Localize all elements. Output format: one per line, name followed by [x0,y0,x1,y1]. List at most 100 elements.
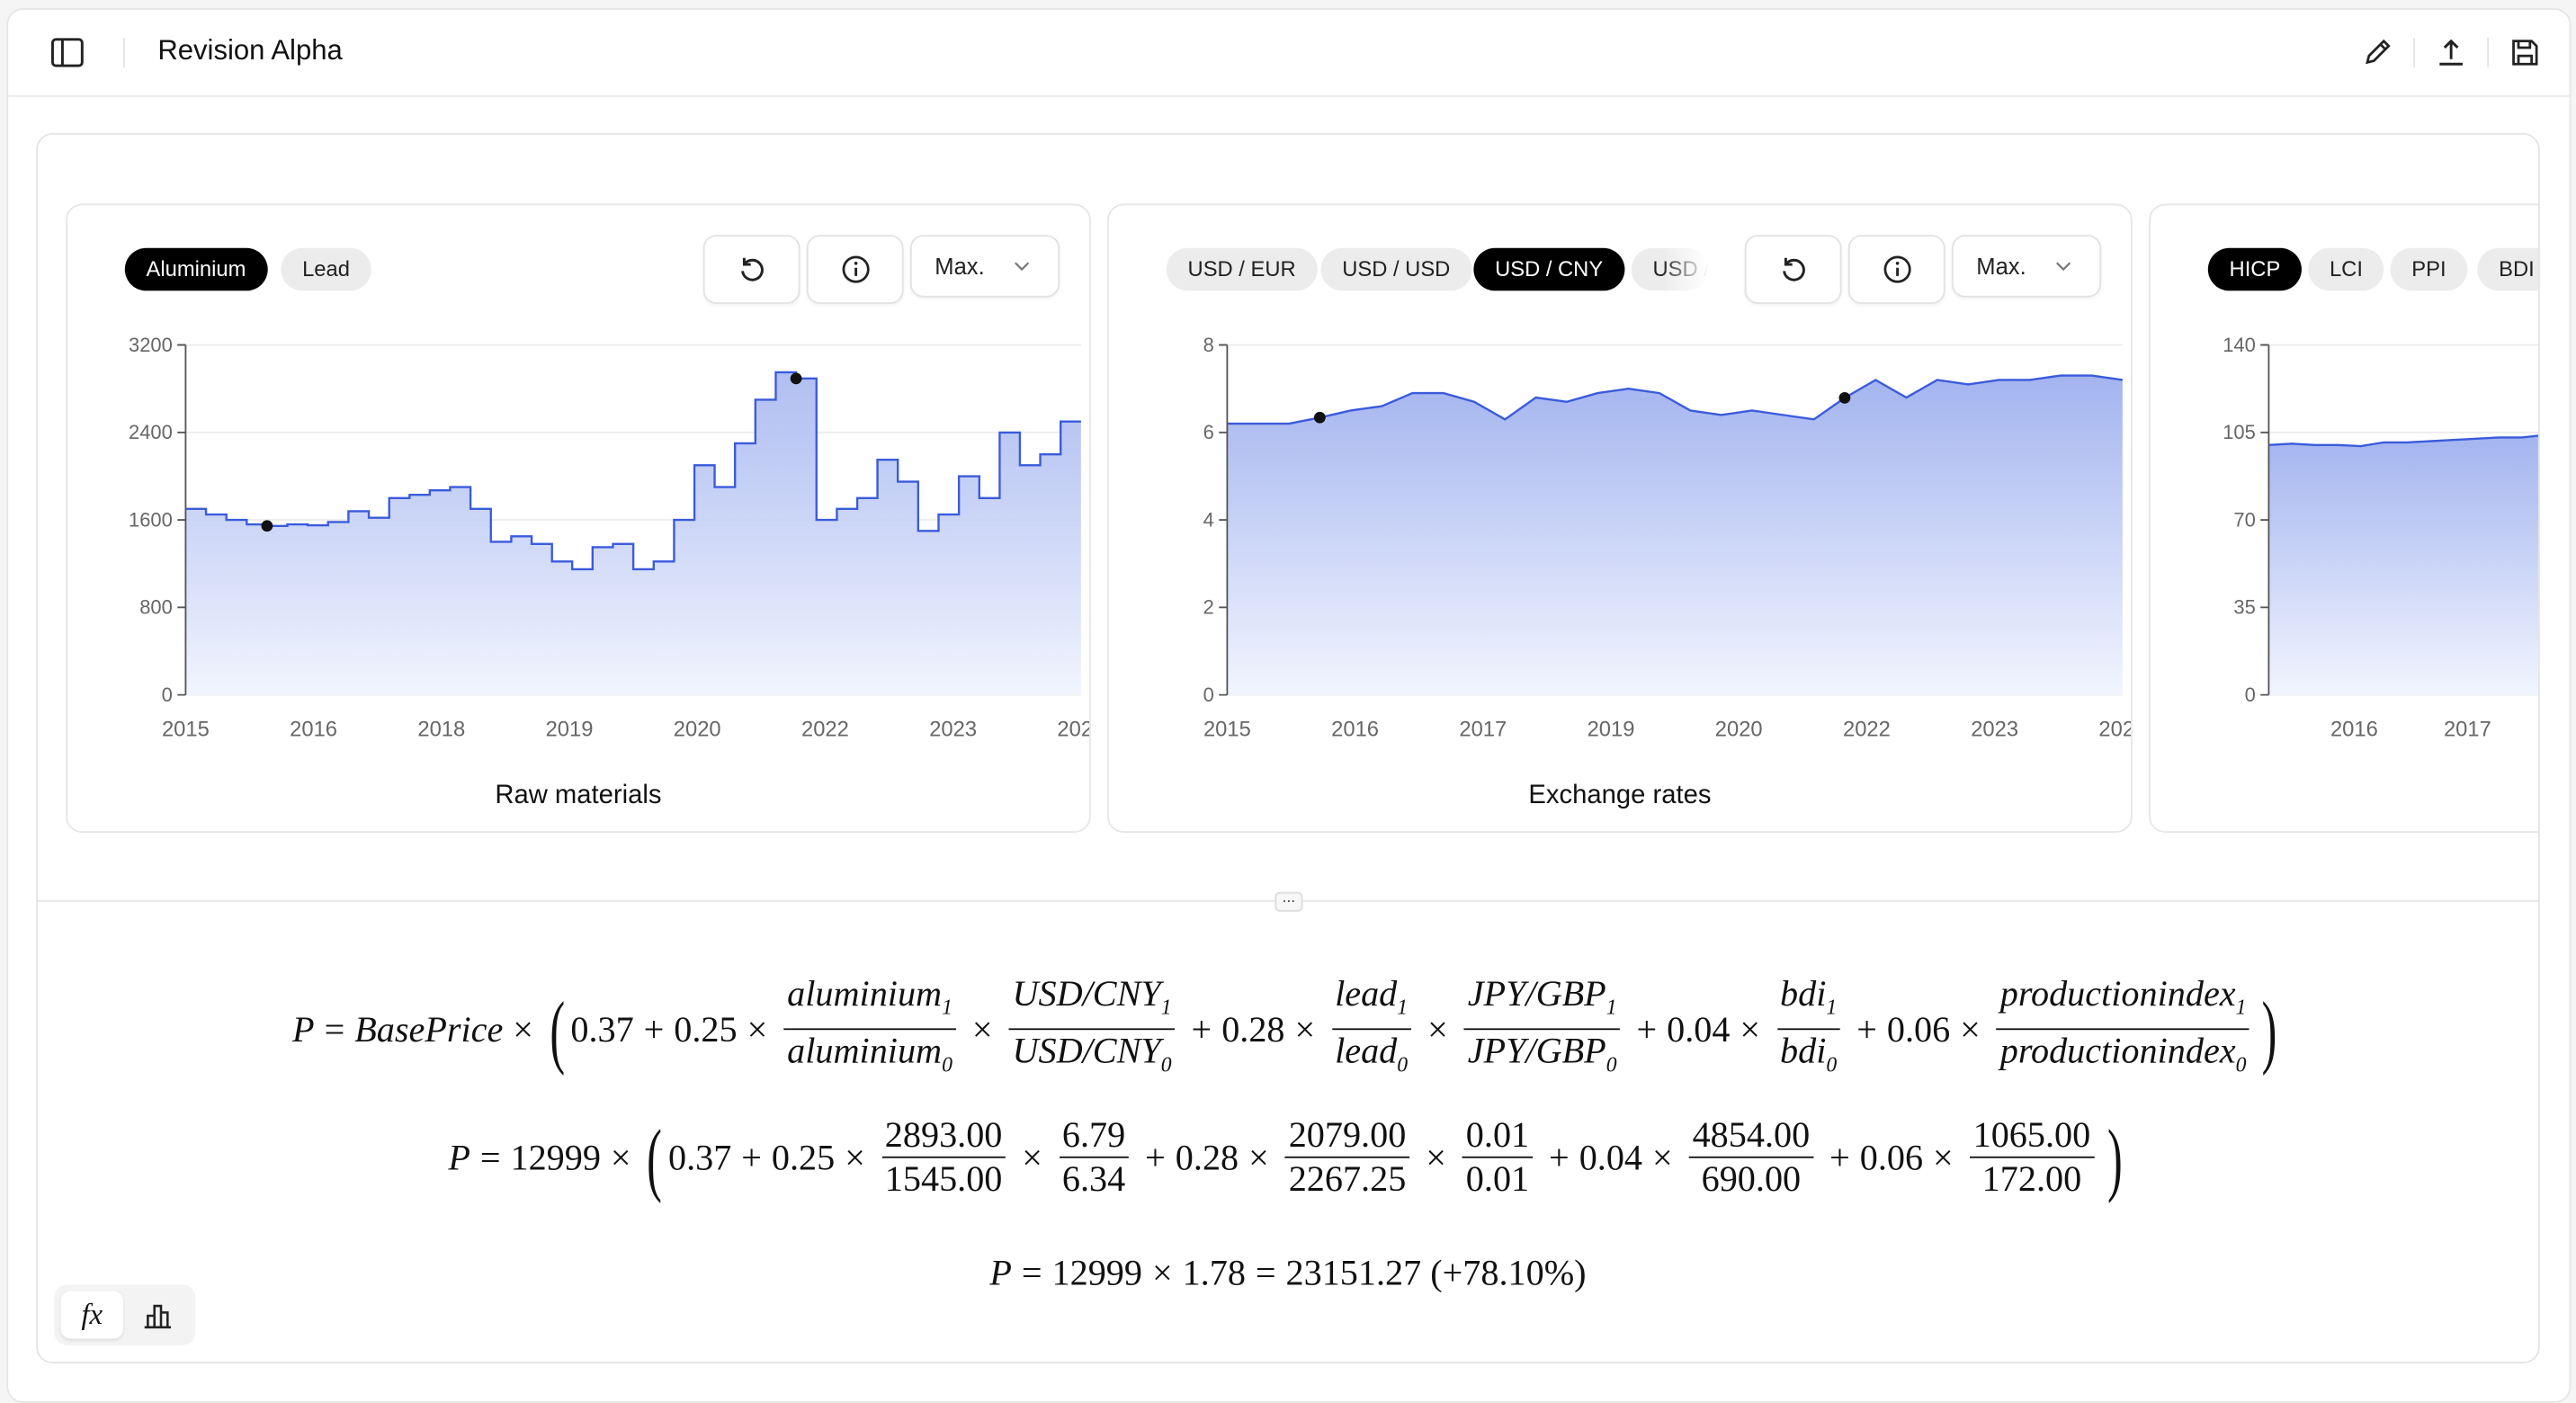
reset-zoom-button[interactable] [1744,235,1842,304]
range-select[interactable]: Max. [1951,235,2102,298]
x-tick-label: 2020 [674,718,721,741]
term-weight: 0.04 [1579,1136,1643,1177]
y-tick-label: 0 [162,684,173,706]
formula-symbolic: P = BasePrice ×(0.37 +0.25 × aluminium1 alumini… [38,972,2538,1086]
formula-label: fx [81,1297,103,1331]
x-tick-label: 2023 [1971,718,2018,741]
term-weight: 0.06 [1859,1136,1924,1177]
fraction: USD/CNY1 USD/CNY0 [1008,972,1176,1086]
series-line [2268,434,2538,448]
x-tick-label: 2016 [1331,718,1379,741]
chart[interactable]: 0 800 1600 2400 3200 2015 2016 2018 2019 2020 2022… [67,205,1089,764]
resize-handle[interactable]: ⋯ [1275,891,1303,912]
formula-constant: 0.37 [667,1136,732,1177]
formula-factor: 1.78 [1182,1251,1246,1293]
reset-zoom-button[interactable] [702,235,801,304]
y-tick-label: 70 [2233,508,2255,531]
sidebar-toggle-icon[interactable] [48,36,87,69]
y-tick-label: 800 [139,596,173,619]
chart[interactable]: 0 2 4 6 8 2015 2016 2017 2019 2020 2022 2023 2025 [1109,205,2131,764]
y-tick-label: 2 [1203,596,1214,619]
fraction: 4854.00 690.00 [1688,1113,1813,1201]
chart[interactable]: 0 35 70 105 140 2016 2017 [2151,205,2540,764]
series-pill[interactable]: PPI [2390,247,2468,291]
x-tick-label: 2020 [1715,718,1763,741]
series-pill[interactable]: BDI [2477,247,2538,291]
series-pill[interactable]: USD / CNY [1473,247,1624,291]
chart-title: Exchange rates [1528,782,1712,810]
save-icon[interactable] [2509,36,2542,69]
series-pill[interactable]: Aluminium [124,247,268,291]
formula-lhs: P [292,1008,315,1050]
data-marker[interactable] [261,520,273,532]
formula-lhs: P [989,1251,1012,1293]
chart-card: Aluminium Lead Max. Raw materials 0 800 1600 24… [66,203,1091,834]
info-icon [841,255,869,283]
y-tick-label: 8 [1203,334,1214,356]
x-tick-label: 2015 [162,718,210,741]
info-button[interactable] [806,235,904,304]
chart-title: Raw materials [495,782,662,810]
term-weight: 0.25 [771,1136,836,1177]
chevron-down-icon [1015,262,1030,272]
y-tick-label: 140 [2223,334,2256,356]
x-tick-label: 2018 [417,718,465,741]
range-select[interactable]: Max. [909,235,1060,298]
formula-result: P = 12999 × 1.78 = 23151.27 (+78.10%) [989,1251,1587,1293]
series-pill[interactable]: HICP [2207,247,2303,291]
y-tick-label: 105 [2223,421,2256,443]
formula-result-value: 23151.27 [1285,1251,1422,1293]
y-tick-label: 1600 [129,508,173,531]
divider [122,38,125,67]
data-marker[interactable] [790,372,802,385]
chart-card: HICP LCI PPI BDI 0 35 70 105 140 2016 2017 [2149,203,2540,834]
x-tick-label: 2015 [1203,718,1251,741]
formula-base: 12999 [1051,1251,1142,1293]
x-tick-label: 2019 [1588,718,1635,741]
info-button[interactable] [1847,235,1945,304]
header: Revision Alpha [8,10,2570,97]
y-tick-label: 0 [1203,684,1214,706]
x-tick-label: 2017 [2444,718,2491,741]
x-tick-label: 2022 [801,718,849,741]
info-icon [1883,255,1910,283]
fraction: aluminium1 aluminium0 [783,972,956,1086]
data-marker[interactable] [1838,392,1851,404]
chevron-down-icon [2056,262,2071,272]
fraction: 2893.00 1545.00 [881,1113,1006,1201]
formula-lhs: P [448,1136,470,1177]
series-pill[interactable]: USD / EUR [1166,247,1318,291]
term-weight: 0.28 [1221,1008,1285,1050]
data-marker[interactable] [1313,411,1326,424]
formula-change: (+78.10%) [1430,1251,1587,1293]
series-pill[interactable]: Lead [281,247,371,291]
fraction: lead1 lead0 [1331,972,1411,1086]
x-tick-label: 2019 [546,718,594,741]
formula-icon[interactable]: fx [60,1291,123,1339]
term-weight: 0.06 [1886,1008,1951,1050]
x-tick-label: 2025 [2098,718,2131,741]
series-pill[interactable]: USD / JPY [1631,247,1709,291]
fraction: 0.01 0.01 [1462,1113,1533,1201]
pencil-icon[interactable] [2361,36,2394,69]
series-area [185,371,1081,695]
view-toolbar: fx [54,1284,196,1345]
reset-icon [740,257,763,281]
x-tick-label: 2016 [2330,718,2378,741]
divider [2413,38,2415,67]
formula-constant: 0.37 [570,1008,634,1050]
y-tick-label: 2400 [129,421,173,443]
series-pill[interactable]: LCI [2308,247,2384,291]
y-tick-label: 3200 [129,334,173,356]
page-title: Revision Alpha [157,34,343,67]
x-tick-label: 2022 [1843,718,1891,741]
y-tick-label: 35 [2233,596,2255,619]
upload-icon[interactable] [2435,36,2468,69]
bar-chart-icon[interactable] [127,1291,189,1339]
content-panel: Aluminium Lead Max. Raw materials 0 800 1600 24… [36,132,2540,1363]
fraction: bdi1 bdi0 [1776,972,1840,1086]
series-pill[interactable]: USD / USD [1320,247,1472,291]
reset-icon [1782,257,1804,281]
x-tick-label: 2017 [1459,718,1507,741]
